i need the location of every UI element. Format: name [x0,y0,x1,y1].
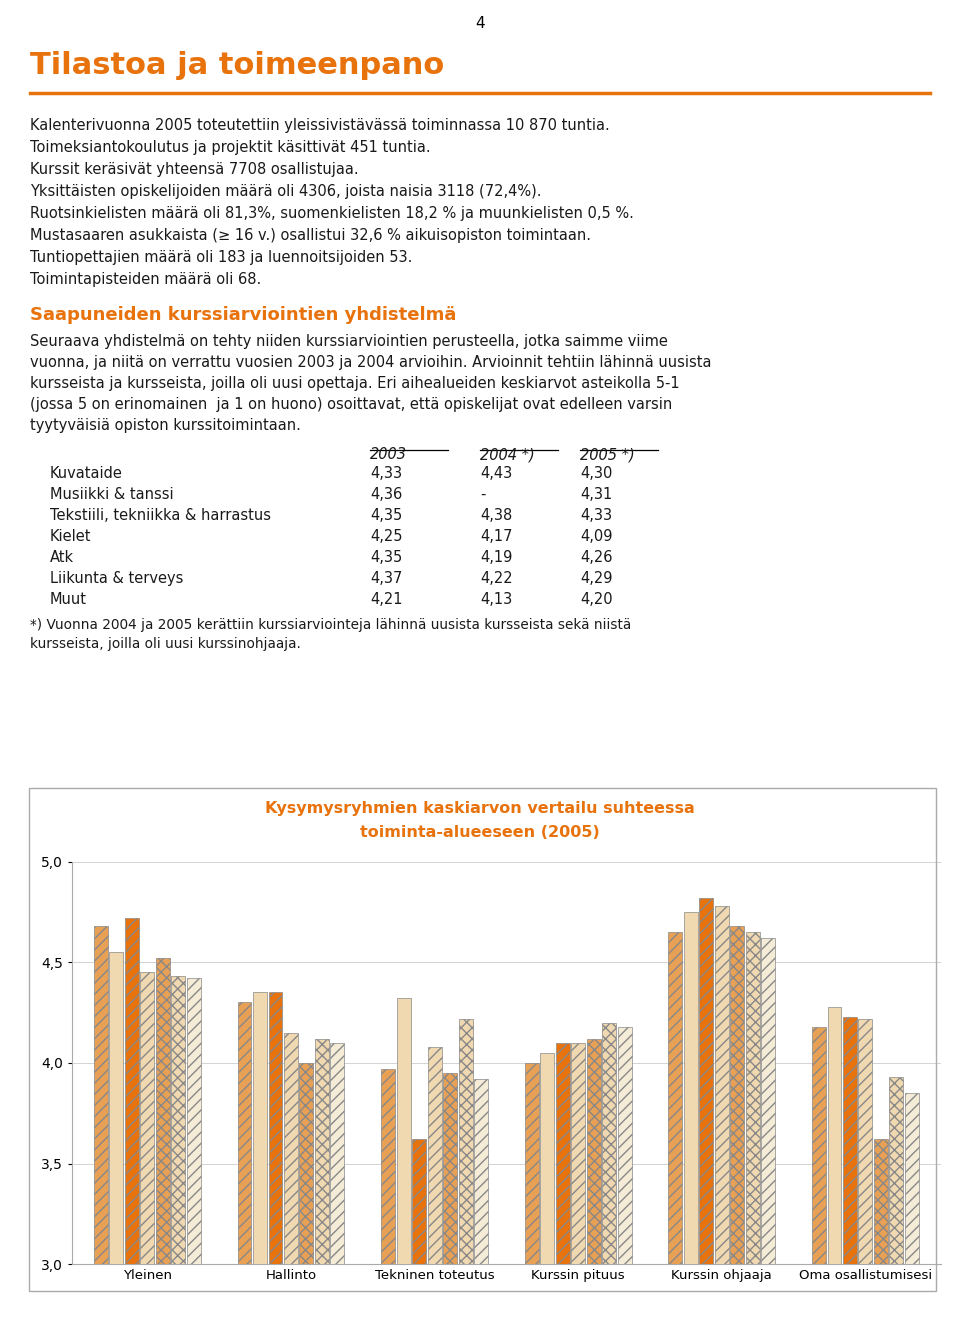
Text: 4,35: 4,35 [370,509,402,523]
Bar [315,1039,329,1264]
Bar [668,931,683,1264]
Bar [412,1139,426,1264]
Bar [94,926,108,1264]
Bar [828,1006,842,1264]
Text: Kuvataide: Kuvataide [50,466,123,482]
Bar [812,1027,826,1264]
Bar [905,1092,919,1264]
Text: 4,43: 4,43 [480,466,513,482]
Bar [761,938,776,1264]
Text: 4,30: 4,30 [580,466,612,482]
Bar [187,978,201,1264]
Text: vuonna, ja niitä on verrattu vuosien 2003 ja 2004 arvioihin. Arvioinnit tehtiin : vuonna, ja niitä on verrattu vuosien 200… [30,356,711,370]
Bar [556,1043,569,1264]
Text: Kalenterivuonna 2005 toteutettiin yleissivistävässä toiminnassa 10 870 tuntia.: Kalenterivuonna 2005 toteutettiin yleiss… [30,118,610,133]
Bar [459,1019,472,1264]
Text: Mustasaaren asukkaista (≥ 16 v.) osallistui 32,6 % aikuisopiston toimintaan.: Mustasaaren asukkaista (≥ 16 v.) osallis… [30,228,591,243]
Text: 4,33: 4,33 [370,466,402,482]
Text: 4,29: 4,29 [580,572,612,586]
Bar [109,953,123,1264]
Text: *) Vuonna 2004 ja 2005 kerättiin kurssiarviointeja lähinnä uusista kursseista se: *) Vuonna 2004 ja 2005 kerättiin kurssia… [30,619,632,632]
Bar [300,1063,313,1264]
Text: 4,37: 4,37 [370,572,402,586]
Text: Kysymysryhmien kaskiarvon vertailu suhteessa: Kysymysryhmien kaskiarvon vertailu suhte… [265,801,695,816]
Bar [715,906,729,1264]
Text: 4: 4 [475,16,485,31]
Text: 2004 *): 2004 *) [480,447,535,462]
Text: 4,26: 4,26 [580,550,612,565]
Text: 4,25: 4,25 [370,529,402,544]
Text: (jossa 5 on erinomainen  ja 1 on huono) osoittavat, että opiskelijat ovat edelle: (jossa 5 on erinomainen ja 1 on huono) o… [30,397,672,412]
Bar [330,1043,345,1264]
Bar [731,926,744,1264]
Bar [858,1019,873,1264]
Bar [684,913,698,1264]
Text: Kielet: Kielet [50,529,91,544]
Text: Muut: Muut [50,592,87,607]
Text: Tuntiopettajien määrä oli 183 ja luennoitsijoiden 53.: Tuntiopettajien määrä oli 183 ja luennoi… [30,250,413,266]
Text: 2005 *): 2005 *) [580,447,635,462]
Bar [444,1074,457,1264]
Text: Yksittäisten opiskelijoiden määrä oli 4306, joista naisia 3118 (72,4%).: Yksittäisten opiskelijoiden määrä oli 43… [30,184,541,199]
Bar [843,1017,857,1264]
Text: Tilastoa ja toimeenpano: Tilastoa ja toimeenpano [30,51,444,81]
Text: Tekstiili, tekniikka & harrastus: Tekstiili, tekniikka & harrastus [50,509,271,523]
Text: 4,36: 4,36 [370,487,402,502]
Bar [171,977,185,1264]
Text: Saapuneiden kurssiarviointien yhdistelmä: Saapuneiden kurssiarviointien yhdistelmä [30,306,456,323]
Text: Seuraava yhdistelmä on tehty niiden kurssiarviointien perusteella, jotka saimme : Seuraava yhdistelmä on tehty niiden kurs… [30,334,668,349]
Text: 4,20: 4,20 [580,592,612,607]
Text: 4,19: 4,19 [480,550,513,565]
Bar [571,1043,586,1264]
Bar [700,898,713,1264]
Text: 4,33: 4,33 [580,509,612,523]
Text: Musiikki & tanssi: Musiikki & tanssi [50,487,174,502]
Text: Kurssit keräsivät yhteensä 7708 osallistujaa.: Kurssit keräsivät yhteensä 7708 osallist… [30,162,359,177]
Bar [237,1002,252,1264]
Bar [602,1023,616,1264]
Text: 4,13: 4,13 [480,592,513,607]
Bar [540,1052,554,1264]
Text: toiminta-alueeseen (2005): toiminta-alueeseen (2005) [360,825,600,840]
Bar [156,958,170,1264]
Bar [253,993,267,1264]
Bar [381,1068,396,1264]
Text: tyytyväisiä opiston kurssitoimintaan.: tyytyväisiä opiston kurssitoimintaan. [30,419,300,433]
Bar [874,1139,888,1264]
Bar [617,1027,632,1264]
Text: Atk: Atk [50,550,74,565]
Bar [140,972,155,1264]
Text: 4,22: 4,22 [480,572,513,586]
Text: -: - [480,487,486,502]
Bar [284,1033,298,1264]
Text: 4,31: 4,31 [580,487,612,502]
Text: Toimeksiantokoulutus ja projektit käsittivät 451 tuntia.: Toimeksiantokoulutus ja projektit käsitt… [30,140,431,156]
Text: kursseista ja kursseista, joilla oli uusi opettaja. Eri aihealueiden keskiarvot : kursseista ja kursseista, joilla oli uus… [30,376,680,391]
Bar [587,1039,601,1264]
Text: Ruotsinkielisten määrä oli 81,3%, suomenkielisten 18,2 % ja muunkielisten 0,5 %.: Ruotsinkielisten määrä oli 81,3%, suomen… [30,207,634,221]
Text: 2003: 2003 [370,447,407,462]
Bar [474,1079,488,1264]
Bar [269,993,282,1264]
Bar [525,1063,539,1264]
Text: 4,09: 4,09 [580,529,612,544]
Bar [125,918,139,1264]
Text: 4,21: 4,21 [370,592,402,607]
Text: kursseista, joilla oli uusi kurssinohjaaja.: kursseista, joilla oli uusi kurssinohjaa… [30,637,300,651]
Text: 4,17: 4,17 [480,529,513,544]
Bar [427,1047,442,1264]
Text: Toimintapisteiden määrä oli 68.: Toimintapisteiden määrä oli 68. [30,272,261,287]
Bar [396,998,411,1264]
Text: 4,38: 4,38 [480,509,513,523]
Bar [890,1076,903,1264]
Text: 4,35: 4,35 [370,550,402,565]
Bar [746,931,759,1264]
Text: Liikunta & terveys: Liikunta & terveys [50,572,183,586]
